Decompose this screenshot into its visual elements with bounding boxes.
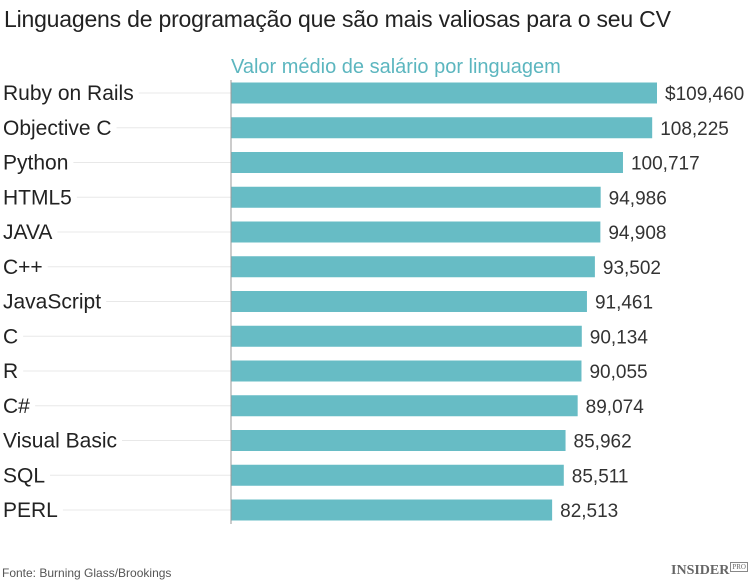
label-background xyxy=(0,150,74,175)
category-label: SQL xyxy=(3,464,45,487)
bar xyxy=(231,152,623,173)
category-label: C xyxy=(3,325,18,348)
label-background xyxy=(0,289,107,314)
value-label: 94,986 xyxy=(609,188,667,209)
category-label: PERL xyxy=(3,499,58,522)
category-label: Visual Basic xyxy=(3,430,117,453)
label-background xyxy=(0,428,123,453)
bar xyxy=(231,325,582,347)
bar xyxy=(231,221,601,243)
bar xyxy=(231,430,566,451)
category-label: HTML5 xyxy=(3,186,72,209)
label-background xyxy=(0,324,24,349)
label-background xyxy=(0,254,48,279)
category-label: Ruby on Rails xyxy=(3,82,134,105)
value-label: 100,717 xyxy=(631,154,700,175)
bar xyxy=(231,291,587,312)
value-label: 82,513 xyxy=(560,501,618,522)
label-background xyxy=(0,220,58,244)
value-label: 108,225 xyxy=(660,119,729,140)
bar xyxy=(231,82,657,104)
value-label: 89,074 xyxy=(586,397,645,418)
category-label: C++ xyxy=(3,256,43,279)
label-background xyxy=(0,185,77,210)
insider-pro-logo: INSIDER PRO xyxy=(671,562,748,579)
category-label: JavaScript xyxy=(3,291,101,314)
value-label: 85,511 xyxy=(572,466,629,487)
label-background xyxy=(0,359,24,383)
category-label: R xyxy=(3,360,18,383)
bar xyxy=(231,395,578,417)
source-note: Fonte: Burning Glass/Brookings xyxy=(2,566,172,580)
value-label: 93,502 xyxy=(603,258,661,279)
label-background xyxy=(0,463,51,488)
category-label: JAVA xyxy=(3,221,52,244)
logo-text: INSIDER xyxy=(671,563,730,578)
bar xyxy=(231,360,582,382)
value-label: 85,962 xyxy=(574,432,632,453)
label-background xyxy=(0,115,117,140)
chart-title: Linguagens de programação que são mais v… xyxy=(4,6,671,32)
category-label: Objective C xyxy=(3,117,112,140)
logo-badge: PRO xyxy=(730,562,748,572)
value-label: 94,908 xyxy=(608,223,666,244)
chart-subtitle: Valor médio de salário por linguagem xyxy=(231,56,561,78)
bar xyxy=(231,186,601,208)
value-label: $109,460 xyxy=(665,84,744,105)
label-background xyxy=(0,498,63,522)
category-label: C# xyxy=(3,395,30,418)
category-label: Python xyxy=(3,152,68,175)
value-label: 90,055 xyxy=(589,362,647,383)
value-label: 91,461 xyxy=(595,293,653,314)
label-background xyxy=(0,393,36,418)
label-background xyxy=(0,81,139,105)
bar xyxy=(231,117,653,139)
bar xyxy=(231,464,564,486)
bar xyxy=(231,499,553,521)
value-label: 90,134 xyxy=(590,327,649,348)
bar xyxy=(231,256,595,278)
